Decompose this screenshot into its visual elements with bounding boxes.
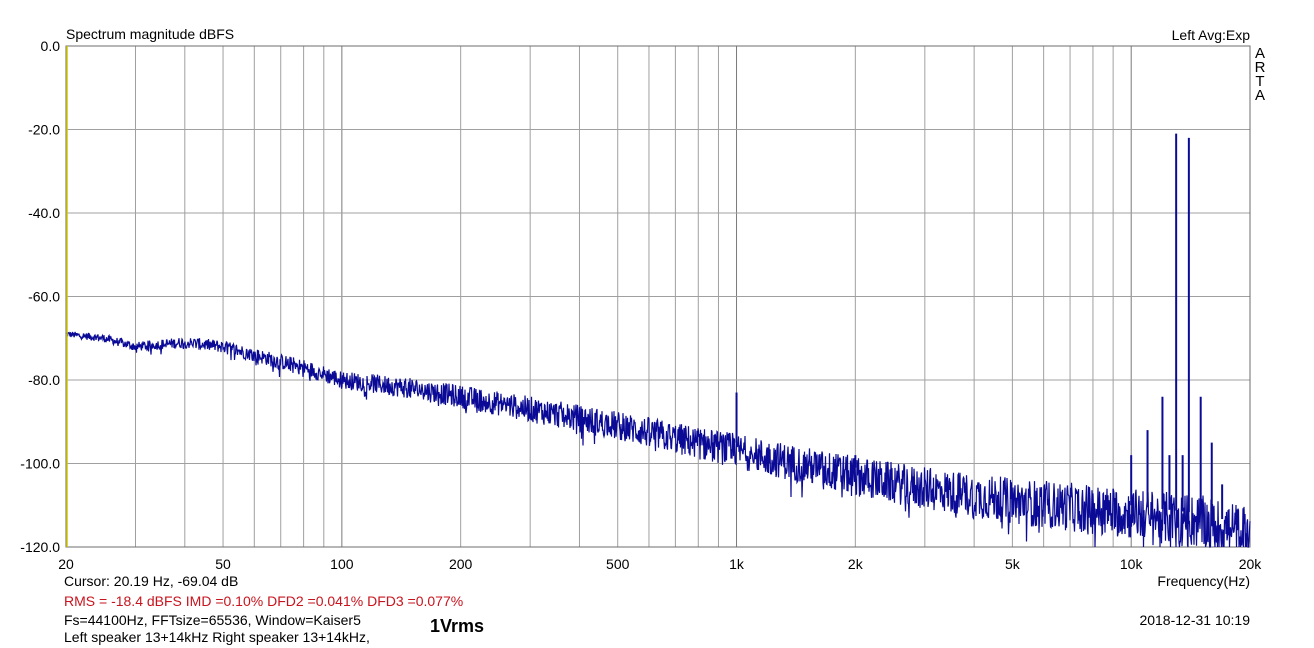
cursor-readout: Cursor: 20.19 Hz, -69.04 dB xyxy=(64,573,239,589)
x-tick-label: 100 xyxy=(330,556,354,572)
y-tick-label: -100.0 xyxy=(20,456,60,472)
fft-settings: Fs=44100Hz, FFTsize=65536, Window=Kaiser… xyxy=(64,612,361,628)
y-tick-label: -80.0 xyxy=(28,372,60,388)
spectrum-trace xyxy=(65,331,1251,549)
arta-watermark: A R T A xyxy=(1254,45,1266,104)
plot-border xyxy=(65,45,1251,548)
y-tick-label: -20.0 xyxy=(28,122,60,138)
x-tick-label: 20 xyxy=(58,556,74,572)
noise-floor-line xyxy=(65,331,1251,549)
grid xyxy=(66,45,1250,548)
measurement-description: Left speaker 13+14kHz Right speaker 13+1… xyxy=(64,629,370,645)
measurement-metrics: RMS = -18.4 dBFS IMD =0.10% DFD2 =0.041%… xyxy=(64,593,464,609)
x-tick-label: 200 xyxy=(449,556,473,572)
x-tick-label: 500 xyxy=(606,556,630,572)
x-axis-label: Frequency(Hz) xyxy=(1157,573,1250,589)
x-tick-label: 10k xyxy=(1120,556,1144,572)
plot-frame xyxy=(65,45,1251,548)
signal-level: 1Vrms xyxy=(430,616,485,636)
chart-title: Spectrum magnitude dBFS xyxy=(66,26,235,42)
tick-labels: 20 50 100 200 500 1k 2k 5k 10k 20k 0.0 -20.0 -40.0 -6… xyxy=(20,38,1262,572)
x-tick-label: 1k xyxy=(729,556,745,572)
spectrum-peaks xyxy=(735,133,1224,520)
timestamp: 2018-12-31 10:19 xyxy=(1139,612,1250,628)
x-tick-label: 20k xyxy=(1239,556,1263,572)
x-tick-label: 5k xyxy=(1005,556,1021,572)
y-tick-label: 0.0 xyxy=(41,38,61,54)
channel-averaging-label: Left Avg:Exp xyxy=(1171,27,1250,43)
y-tick-label: -120.0 xyxy=(20,539,60,555)
x-tick-label: 50 xyxy=(215,556,231,572)
y-tick-label: -40.0 xyxy=(28,205,60,221)
x-tick-label: 2k xyxy=(848,556,864,572)
y-tick-label: -60.0 xyxy=(28,289,60,305)
